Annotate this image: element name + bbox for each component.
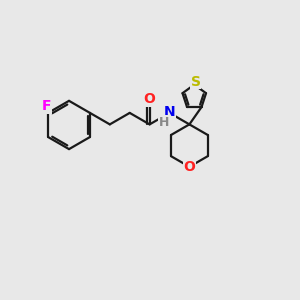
Text: O: O bbox=[144, 92, 155, 106]
Text: S: S bbox=[191, 75, 201, 89]
Text: O: O bbox=[183, 160, 195, 174]
Text: H: H bbox=[159, 116, 169, 129]
Text: N: N bbox=[164, 105, 175, 119]
Text: F: F bbox=[42, 99, 51, 113]
